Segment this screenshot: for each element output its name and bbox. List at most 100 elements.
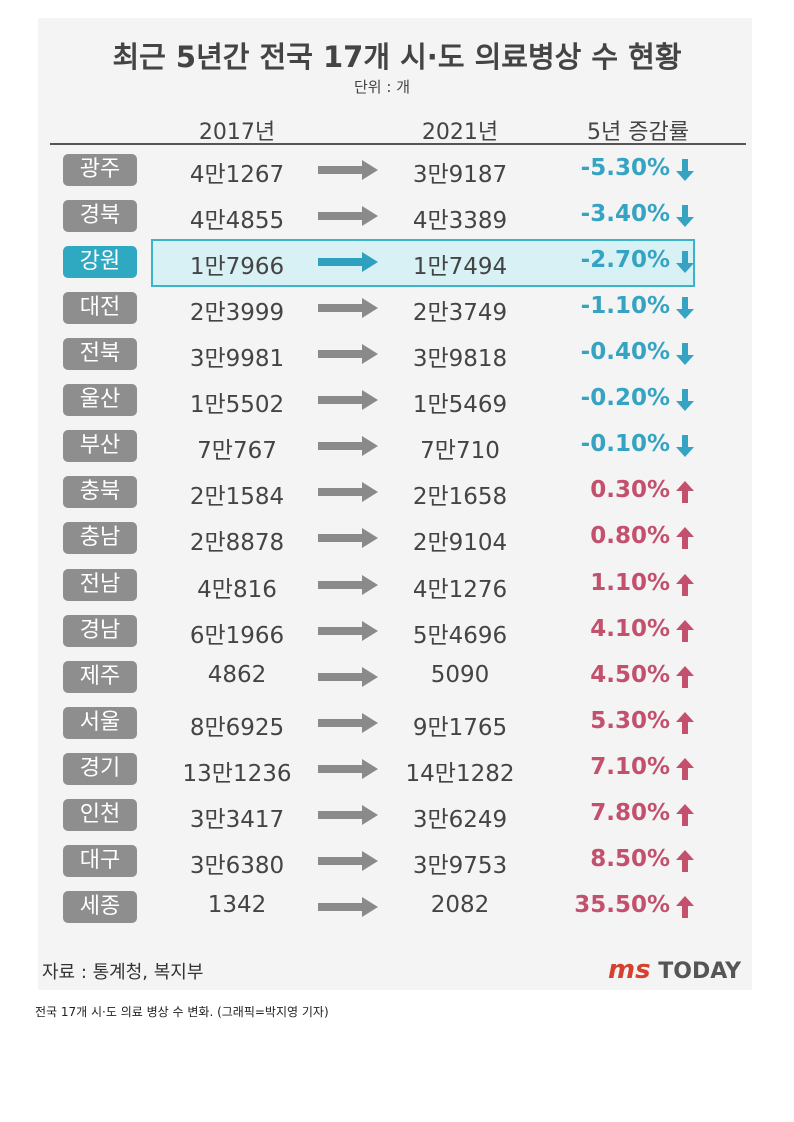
value-2021: 2082 xyxy=(430,891,490,918)
arrow-shape xyxy=(318,528,378,549)
arrow xyxy=(318,758,378,779)
down-arrow xyxy=(676,343,694,366)
change-rate: -3.40% xyxy=(580,201,670,228)
down-arrow-shape xyxy=(676,205,694,228)
region-label: 충남 xyxy=(63,522,137,555)
down-arrow xyxy=(676,435,694,458)
down-arrow-shape xyxy=(676,343,694,366)
value-2017: 3만6380 xyxy=(189,852,285,879)
down-arrow-shape xyxy=(676,297,694,320)
change-rate: 8.50% xyxy=(590,845,670,872)
header: 2017년 xyxy=(198,120,276,145)
region-label: 전북 xyxy=(63,338,137,371)
change-rate: 7.80% xyxy=(590,799,670,826)
region-label: 대전 xyxy=(63,292,137,325)
arrow-shape xyxy=(318,804,378,825)
down-arrow xyxy=(676,251,694,274)
arrow xyxy=(318,436,378,457)
header: 5년 증감률 xyxy=(587,120,689,145)
value-2017: 2만1584 xyxy=(189,484,285,511)
up-arrow xyxy=(676,849,694,872)
arrow-shape xyxy=(318,252,378,273)
change-rate: 5.30% xyxy=(590,707,670,734)
up-arrow-shape xyxy=(676,803,694,826)
down-arrow-shape xyxy=(676,159,694,181)
up-arrow-shape xyxy=(676,481,694,504)
region-label: 경남 xyxy=(63,614,137,647)
up-arrow xyxy=(676,803,694,826)
arrow xyxy=(318,896,378,917)
up-arrow xyxy=(676,665,694,688)
arrow xyxy=(318,712,378,733)
change-rate: -1.10% xyxy=(580,293,670,320)
arrow xyxy=(318,620,378,641)
value-2017: 6만1966 xyxy=(189,622,285,649)
down-arrow-shape xyxy=(676,389,694,412)
value-2017: 3만9981 xyxy=(189,346,285,373)
up-arrow-shape xyxy=(676,849,694,872)
arrow-shape xyxy=(318,436,378,457)
arrow xyxy=(318,850,378,871)
arrow-shape xyxy=(318,896,378,917)
logo-mark: ms xyxy=(608,955,651,985)
logo: ms TODAY xyxy=(608,955,741,985)
change-rate: -0.10% xyxy=(580,431,670,458)
arrow-shape xyxy=(318,574,378,595)
up-arrow-shape xyxy=(676,619,694,642)
value-2017: 3만3417 xyxy=(189,806,285,833)
title: 최근 5년간 전국 17개 시·도 의료병상 수 현황 xyxy=(112,40,682,74)
arrow-shape xyxy=(318,850,378,871)
value-2021: 2만3749 xyxy=(412,300,508,327)
arrow xyxy=(318,160,378,180)
value-2017: 8만6925 xyxy=(189,714,285,741)
arrow xyxy=(318,206,378,227)
arrow xyxy=(318,804,378,825)
change-rate: 0.80% xyxy=(590,523,670,550)
value-2021: 5만4696 xyxy=(412,622,508,649)
value-2021: 9만1765 xyxy=(412,714,508,741)
value-2017: 7만767 xyxy=(197,438,277,465)
arrow xyxy=(318,666,378,687)
value-2017: 4만1267 xyxy=(189,162,285,188)
arrow-shape xyxy=(318,666,378,687)
change-rate: -0.20% xyxy=(580,385,670,412)
arrow xyxy=(318,252,378,273)
value-2021: 7만710 xyxy=(420,438,500,465)
highlight-band xyxy=(151,239,695,288)
value-2021: 4만3389 xyxy=(412,208,508,235)
up-arrow xyxy=(676,481,694,504)
change-rate: -0.40% xyxy=(580,339,670,366)
value-2021: 1만5469 xyxy=(412,392,508,419)
up-arrow-shape xyxy=(676,895,694,918)
value-2017: 4만4855 xyxy=(189,208,285,235)
value-2017: 1만5502 xyxy=(189,392,285,419)
region-label: 강원 xyxy=(63,246,137,279)
region-label: 광주 xyxy=(63,154,137,186)
up-arrow-shape xyxy=(676,527,694,550)
change-rate: 0.30% xyxy=(590,477,670,504)
value-2021: 3만9187 xyxy=(412,162,508,188)
down-arrow xyxy=(676,389,694,412)
arrow-shape xyxy=(318,344,378,365)
region-label: 충북 xyxy=(63,476,137,509)
up-arrow xyxy=(676,711,694,734)
up-arrow xyxy=(676,573,694,596)
down-arrow xyxy=(676,297,694,320)
change-rate: 1.10% xyxy=(590,569,670,596)
header-rule xyxy=(50,143,746,145)
change-rate: -5.30% xyxy=(580,155,670,181)
arrow-shape xyxy=(318,298,378,319)
down-arrow xyxy=(676,205,694,228)
arrow-shape xyxy=(318,206,378,227)
arrow-shape xyxy=(318,758,378,779)
change-rate: 4.50% xyxy=(590,661,670,688)
value-2017: 1만7966 xyxy=(189,254,285,281)
arrow-shape xyxy=(318,620,378,641)
region-label: 울산 xyxy=(63,384,137,417)
up-arrow xyxy=(676,619,694,642)
arrow-shape xyxy=(318,390,378,411)
change-rate: 4.10% xyxy=(590,615,670,642)
value-2017: 4만816 xyxy=(197,576,277,603)
region-label: 세종 xyxy=(63,890,137,923)
